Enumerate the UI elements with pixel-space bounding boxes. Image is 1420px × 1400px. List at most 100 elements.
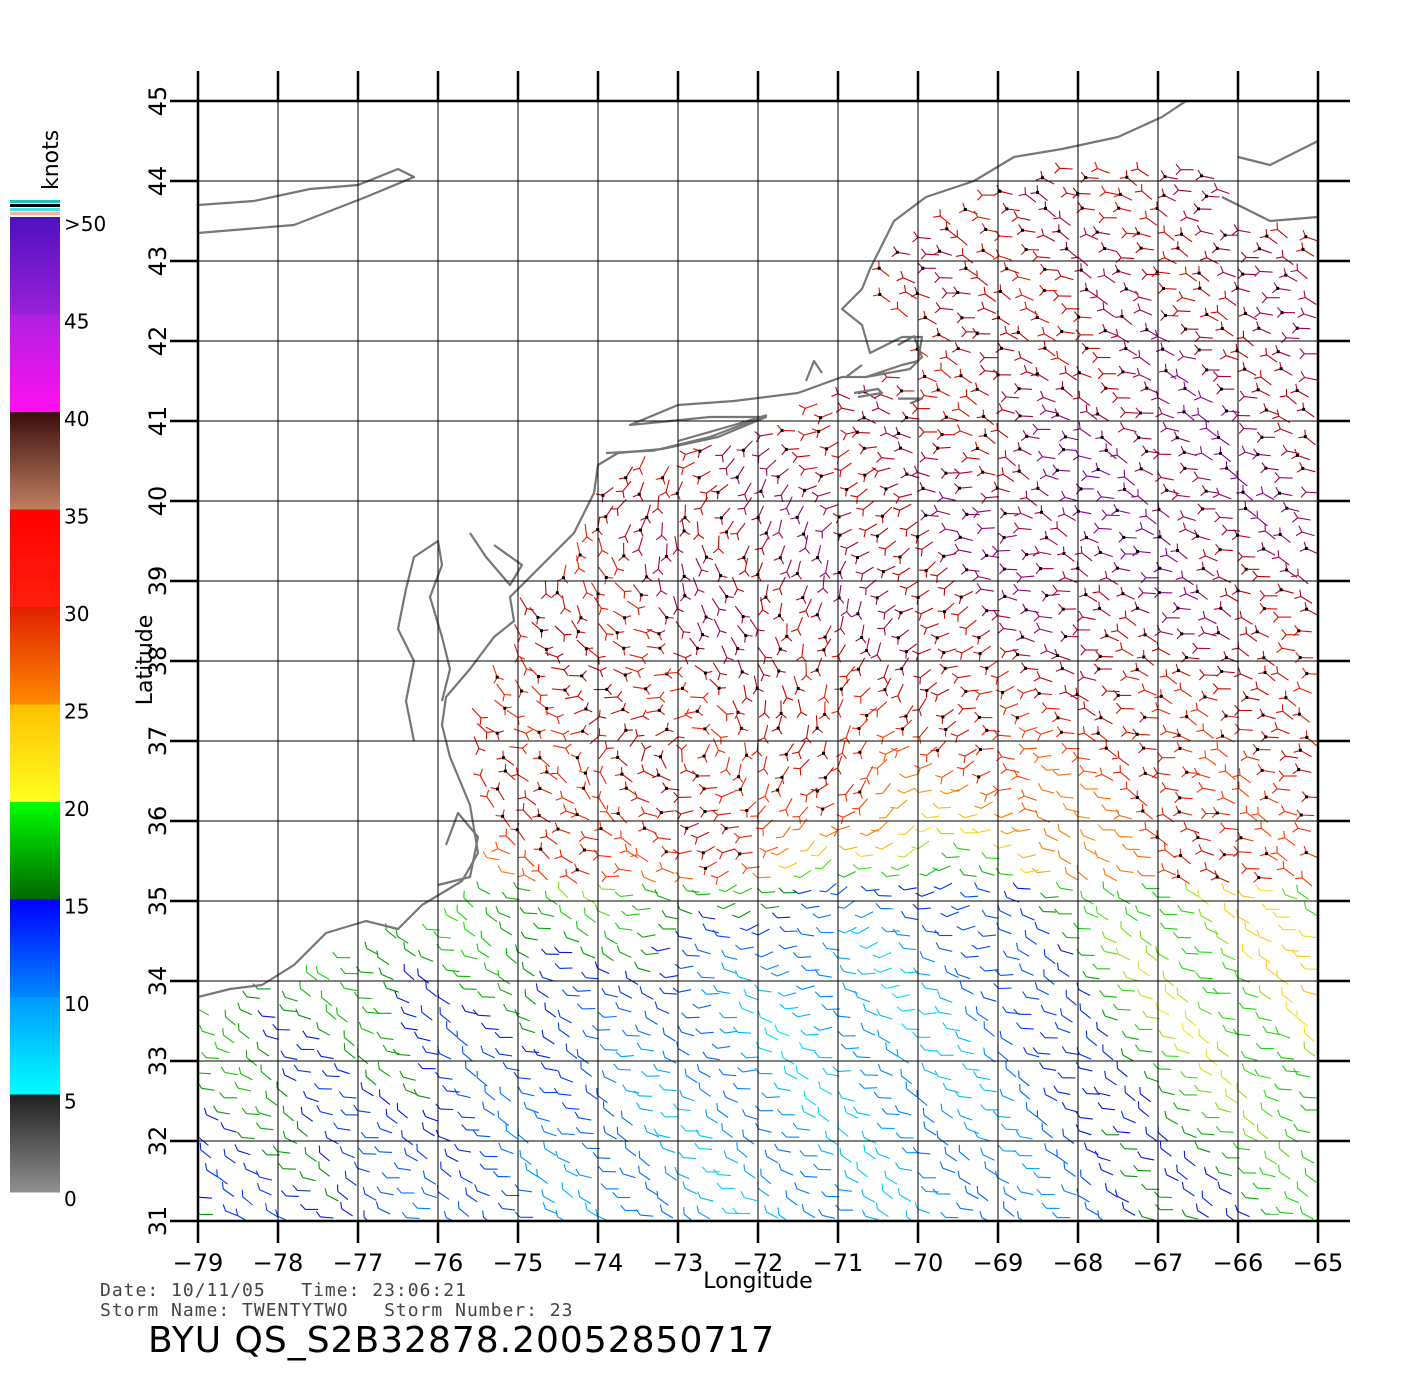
wind-barb	[878, 677, 892, 697]
wind-barb	[622, 1084, 640, 1094]
wind-barb	[1279, 563, 1298, 579]
wind-barb	[1190, 702, 1209, 718]
wind-barb	[1013, 1008, 1032, 1015]
wind-barb	[798, 485, 817, 498]
wind-barb	[1178, 1089, 1198, 1096]
wind-barb	[616, 945, 632, 958]
wind-barb	[1157, 1125, 1169, 1142]
wind-barb	[581, 890, 596, 904]
wind-barb	[684, 705, 704, 716]
wind-barb	[1031, 250, 1051, 262]
wind-barb	[771, 659, 786, 678]
wind-barb	[814, 859, 832, 870]
wind-barb	[436, 1184, 450, 1200]
wind-barb	[980, 1104, 999, 1111]
wind-barb	[513, 643, 526, 663]
wind-barb	[921, 812, 940, 819]
wind-barb	[1133, 1164, 1152, 1172]
wind-barb	[954, 1030, 971, 1043]
wind-barb	[1262, 1025, 1280, 1036]
wind-barb	[315, 1211, 334, 1219]
wind-barb	[465, 1187, 478, 1203]
wind-barb	[713, 618, 727, 638]
wind-barb	[1195, 844, 1214, 856]
wind-barb	[795, 643, 807, 663]
wind-barb	[1111, 503, 1131, 515]
wind-barb	[1039, 1032, 1058, 1039]
wind-barb	[1130, 662, 1149, 677]
wind-barb	[811, 715, 824, 734]
wind-barb	[255, 1170, 273, 1181]
wind-barb	[858, 1083, 878, 1089]
wind-barb	[813, 1026, 833, 1031]
wind-barb	[1038, 841, 1056, 852]
wind-barb	[1098, 323, 1118, 337]
wind-barb	[1119, 406, 1139, 418]
wind-barb	[517, 1086, 535, 1097]
wind-barb	[964, 1185, 979, 1200]
wind-barb	[325, 1004, 337, 1020]
lat-lon-grid	[170, 71, 1350, 1243]
lat-tick-label: 38	[144, 646, 172, 677]
wind-barb	[1192, 266, 1210, 282]
wind-barb	[1060, 630, 1079, 643]
wind-barb	[1296, 402, 1315, 418]
wind-barb	[636, 1042, 654, 1052]
wind-barb	[801, 964, 820, 971]
wind-barb	[1296, 1181, 1309, 1197]
wind-barb	[1176, 987, 1189, 1003]
wind-barb	[1231, 641, 1250, 657]
wind-barb	[1237, 268, 1256, 280]
wind-barb	[1097, 268, 1116, 284]
wind-barb	[1273, 1083, 1292, 1091]
wind-barb	[1098, 1162, 1114, 1176]
wind-barb	[463, 921, 476, 937]
wind-barb	[1015, 1130, 1033, 1140]
wind-barb	[754, 431, 774, 443]
wind-barb	[315, 966, 330, 980]
wind-barb	[1137, 1101, 1150, 1117]
wind-barb	[741, 863, 760, 875]
wind-barb	[198, 1008, 210, 1016]
wind-barb	[527, 725, 546, 740]
wind-barb	[1199, 862, 1219, 876]
wind-barb	[1115, 702, 1135, 714]
wind-barb	[840, 1043, 860, 1050]
wind-barb	[1300, 1150, 1315, 1164]
wind-barb	[850, 551, 870, 565]
wind-barb	[659, 987, 677, 995]
wind-barb	[619, 781, 638, 796]
wind-barb	[1111, 750, 1130, 767]
wind-barb	[1134, 1023, 1153, 1030]
wind-barb	[401, 1211, 420, 1220]
wind-barb	[770, 847, 789, 856]
wind-barb	[1271, 345, 1291, 357]
wind-barb	[1210, 182, 1230, 195]
wind-barb	[834, 615, 846, 635]
wind-barb	[795, 1065, 809, 1080]
wind-barb	[981, 909, 999, 919]
wind-barb	[998, 1145, 1017, 1152]
wind-barb	[1192, 471, 1211, 483]
wind-barb	[701, 989, 720, 995]
wind-barb	[614, 582, 632, 599]
wind-barb	[972, 507, 991, 519]
wind-barb	[632, 481, 645, 501]
wind-barb	[583, 907, 596, 923]
wind-barb	[778, 862, 798, 869]
wind-barb	[1090, 289, 1108, 305]
wind-barb	[1131, 728, 1151, 740]
wind-barb	[1258, 524, 1276, 540]
wind-barb	[1120, 670, 1140, 682]
wind-barb	[570, 751, 582, 771]
wind-barb	[1137, 683, 1157, 696]
wind-barb	[355, 966, 374, 974]
wind-barb	[464, 1061, 477, 1077]
wind-barb	[918, 310, 937, 325]
wind-barb	[458, 1170, 473, 1184]
wind-barb	[517, 850, 535, 867]
wind-barb	[544, 652, 564, 664]
wind-barb	[1193, 203, 1212, 215]
wind-barb	[199, 1142, 212, 1159]
wind-barb	[995, 750, 1015, 762]
